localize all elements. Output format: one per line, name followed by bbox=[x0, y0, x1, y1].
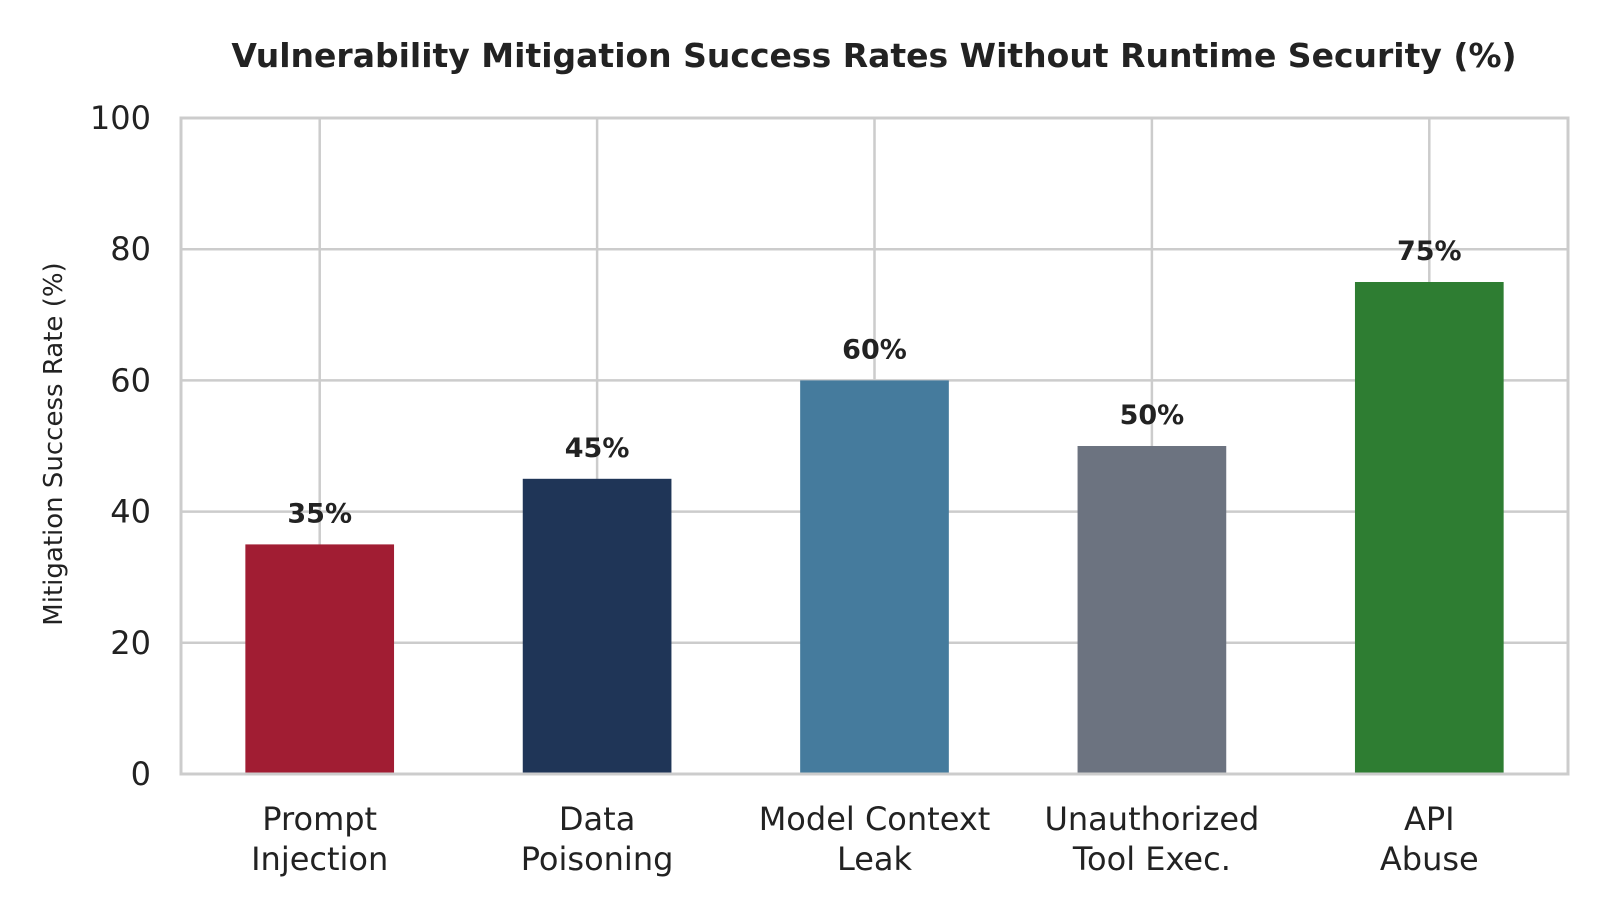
y-tick-label: 20 bbox=[110, 624, 151, 662]
value-labels: 35% 45% 60% 50% 75% bbox=[287, 236, 1461, 529]
bar bbox=[522, 478, 672, 774]
x-tick-label: Leak bbox=[837, 840, 913, 878]
bar bbox=[1354, 282, 1504, 774]
y-axis-ticks: 0 20 40 60 80 100 bbox=[90, 99, 151, 793]
x-tick-label: API bbox=[1404, 800, 1455, 838]
bar-value-label: 45% bbox=[565, 433, 630, 464]
bar-value-label: 75% bbox=[1397, 236, 1462, 267]
x-tick-label: Abuse bbox=[1380, 840, 1479, 878]
x-tick-label: Tool Exec. bbox=[1072, 840, 1231, 878]
bar-value-label: 60% bbox=[842, 334, 907, 365]
x-tick-label: Unauthorized bbox=[1044, 800, 1259, 838]
x-tick-label: Prompt bbox=[262, 800, 377, 838]
x-tick-label: Poisoning bbox=[521, 840, 674, 878]
bar bbox=[800, 380, 949, 774]
plot-frame bbox=[179, 116, 1570, 776]
plot-border bbox=[179, 116, 1570, 776]
y-tick-label: 80 bbox=[110, 230, 151, 268]
x-tick-label: Injection bbox=[251, 840, 388, 878]
bar-value-label: 35% bbox=[287, 498, 352, 529]
bar-value-label: 50% bbox=[1120, 400, 1185, 431]
bar bbox=[1077, 446, 1227, 774]
x-tick-label: Model Context bbox=[759, 800, 991, 838]
chart-title: Vulnerability Mitigation Success Rates W… bbox=[231, 36, 1516, 75]
y-tick-label: 100 bbox=[90, 99, 151, 137]
x-tick-label: Data bbox=[559, 800, 635, 838]
y-tick-label: 40 bbox=[110, 493, 151, 531]
y-tick-label: 0 bbox=[131, 755, 151, 793]
y-tick-label: 60 bbox=[110, 361, 151, 399]
bars bbox=[245, 282, 1504, 774]
y-axis-label: Mitigation Success Rate (%) bbox=[39, 262, 69, 625]
bar bbox=[245, 544, 395, 774]
